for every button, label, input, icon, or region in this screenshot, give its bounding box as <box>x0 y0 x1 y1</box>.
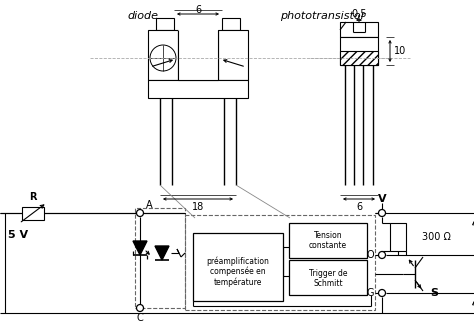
Bar <box>178 30 218 80</box>
Text: constante: constante <box>309 241 347 250</box>
Bar <box>289 223 367 258</box>
Text: 5 V: 5 V <box>8 230 28 240</box>
Text: 18: 18 <box>192 202 204 212</box>
Bar <box>22 206 44 219</box>
Bar <box>340 37 378 65</box>
Bar <box>218 30 248 80</box>
Text: température: température <box>214 277 262 287</box>
Bar <box>222 18 240 30</box>
Text: R: R <box>29 191 37 201</box>
Text: Tension: Tension <box>314 231 342 240</box>
Text: V: V <box>378 194 386 204</box>
Polygon shape <box>155 246 169 260</box>
Bar <box>340 22 378 37</box>
Text: Schmitt: Schmitt <box>313 278 343 287</box>
Bar <box>289 260 367 295</box>
Text: G: G <box>366 288 374 298</box>
Circle shape <box>379 251 385 258</box>
Bar <box>148 80 248 98</box>
Circle shape <box>379 289 385 296</box>
Text: 0,5: 0,5 <box>351 9 367 19</box>
Text: S: S <box>430 288 438 298</box>
Text: Trigger de: Trigger de <box>309 268 347 277</box>
Text: C: C <box>137 313 143 323</box>
Bar <box>135 208 185 308</box>
Text: compensée en: compensée en <box>210 266 266 276</box>
Circle shape <box>137 304 144 311</box>
Bar <box>148 30 178 80</box>
Circle shape <box>137 209 144 216</box>
Bar <box>340 51 378 65</box>
Bar <box>185 215 375 310</box>
Bar <box>193 233 283 301</box>
Circle shape <box>150 45 176 71</box>
Bar <box>390 223 406 251</box>
Text: A: A <box>146 200 153 210</box>
Bar <box>156 18 174 30</box>
Circle shape <box>379 209 385 216</box>
Text: 6: 6 <box>195 5 201 15</box>
Text: O: O <box>366 250 374 260</box>
Text: phototransistor: phototransistor <box>280 11 365 21</box>
Text: 300 Ω: 300 Ω <box>422 232 451 242</box>
Polygon shape <box>133 241 147 255</box>
Text: diode: diode <box>127 11 158 21</box>
Text: préamplification: préamplification <box>207 256 269 266</box>
Text: 6: 6 <box>356 202 362 212</box>
Text: 10: 10 <box>394 46 406 56</box>
